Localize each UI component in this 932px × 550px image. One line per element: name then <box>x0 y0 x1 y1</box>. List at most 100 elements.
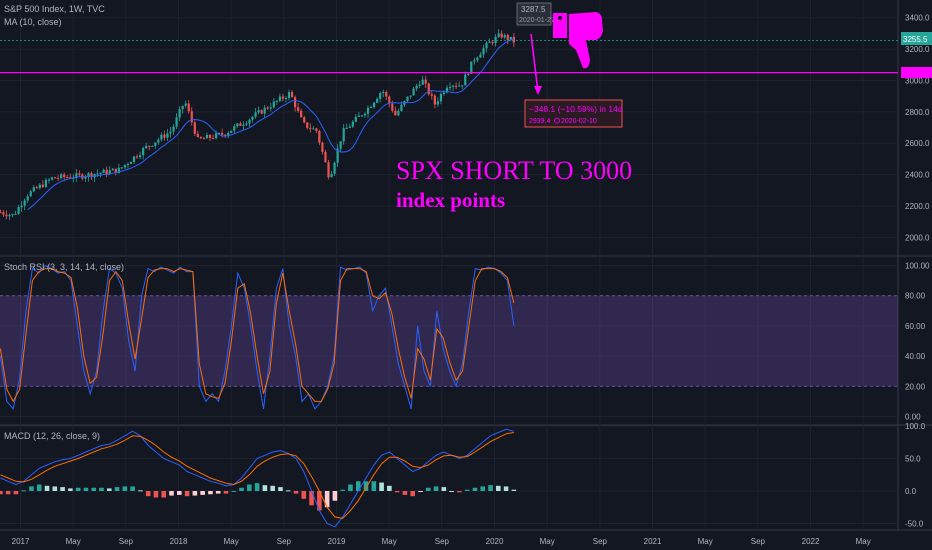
candle-body <box>455 85 458 87</box>
change-label: −348.1 (−10.59%) in 14d <box>529 104 623 114</box>
candle-body <box>458 85 461 87</box>
candle-body <box>196 133 199 137</box>
candle-body <box>114 168 117 173</box>
candle-body <box>442 92 446 94</box>
end-price-label: 2939.4 <box>529 118 551 125</box>
macd-y-tick: 50.0 <box>905 455 921 464</box>
candle-body <box>348 126 351 128</box>
macd-histogram-bar <box>348 484 353 491</box>
rsi-k-line <box>0 264 515 410</box>
candle-body <box>318 130 321 143</box>
x-tick-label: May <box>698 537 713 546</box>
candle-body <box>60 174 63 178</box>
candle-body <box>406 96 409 102</box>
candle-body <box>251 116 254 120</box>
x-tick-label: May <box>540 537 555 546</box>
macd-histogram-bar <box>355 481 361 491</box>
rsi-y-tick: 40.00 <box>905 352 926 361</box>
candle-body <box>506 35 509 40</box>
macd-histogram-bar <box>169 491 174 496</box>
macd-histogram-bar <box>449 491 454 492</box>
candle-body <box>284 97 288 99</box>
candle-body <box>47 179 51 181</box>
candle-body <box>184 103 187 106</box>
macd-histogram-bar <box>340 489 345 491</box>
macd-histogram-bar <box>332 491 338 501</box>
candle-body <box>479 54 482 58</box>
macd-histogram-bar <box>363 481 369 491</box>
macd-histogram-bar <box>0 491 3 495</box>
candle-body <box>123 164 127 168</box>
x-tick-label: May <box>66 537 81 546</box>
candle-body <box>470 61 473 74</box>
stoch-rsi-legend[interactable]: Stoch RSI (3, 3, 14, 14, close) <box>4 262 125 272</box>
macd-histogram-bar <box>425 487 431 491</box>
macd-histogram-bar <box>36 484 42 491</box>
macd-histogram-bar <box>488 485 493 491</box>
candle-body <box>293 97 297 108</box>
candle-body <box>0 212 2 214</box>
macd-legend[interactable]: MACD (12, 26, close, 9) <box>4 431 101 441</box>
macd-histogram-bar <box>433 486 439 491</box>
candle-body <box>96 173 99 175</box>
candle-body <box>29 191 32 197</box>
candle-body <box>448 86 452 88</box>
price-y-tick: 2200.0 <box>905 202 930 211</box>
candle-body <box>38 184 41 189</box>
macd-y-tick: -50.0 <box>905 520 924 529</box>
macd-histogram-bar <box>402 491 408 495</box>
subline-text: index points <box>396 188 505 212</box>
candle-body <box>90 173 93 178</box>
x-tick-label: May <box>856 537 871 546</box>
candle-body <box>135 156 139 158</box>
ma-line <box>27 38 514 210</box>
candle-body <box>214 133 218 139</box>
ma-legend[interactable]: MA (10, close) <box>4 17 62 27</box>
macd-histogram-bar <box>254 483 260 491</box>
candle-body <box>281 96 285 99</box>
candle-body <box>336 148 339 163</box>
macd-histogram-bar <box>130 486 135 491</box>
candle-body <box>424 79 427 84</box>
price-y-tick: 3200.0 <box>905 45 930 54</box>
candle-body <box>178 109 181 118</box>
candle-body <box>397 110 400 116</box>
candle-body <box>218 132 221 134</box>
candle-body <box>56 177 60 179</box>
candle-body <box>427 83 430 95</box>
y-axis-ticks: 3400.0 3200.0 3000.0 2800.0 2600.0 2400.0 2200… <box>905 14 930 529</box>
candle-body <box>421 79 424 85</box>
candle-body <box>257 110 260 113</box>
candle-body <box>409 95 412 97</box>
symbol-legend[interactable]: S&P 500 Index, 1W, TVC <box>4 4 105 14</box>
candle-body <box>324 151 327 163</box>
x-tick-label: Sep <box>593 537 608 546</box>
macd-histogram-bar <box>215 491 221 494</box>
candle-body <box>269 107 272 109</box>
macd-histogram-bar <box>239 487 244 491</box>
candle-body <box>379 93 382 99</box>
candle-body <box>151 145 154 147</box>
projection-arrow <box>530 33 539 93</box>
candle-body <box>50 177 54 180</box>
candle-body <box>290 92 294 98</box>
x-tick-label: 2020 <box>486 537 504 546</box>
macd-histogram-bar <box>247 484 252 491</box>
candle-body <box>306 122 309 128</box>
macd-histogram-bar <box>106 488 112 491</box>
macd-histogram-bar <box>223 491 229 494</box>
clock-icon <box>554 117 560 124</box>
candle-body <box>221 132 224 135</box>
start-price-label: 3287.5 <box>521 5 546 14</box>
candle-body <box>372 102 376 108</box>
rsi-y-tick: 100.00 <box>905 262 930 271</box>
candle-body <box>87 173 90 177</box>
candle-body <box>312 128 315 130</box>
candle-body <box>14 213 17 215</box>
candle-body <box>400 104 403 111</box>
candle-body <box>69 177 72 179</box>
x-tick-label: 2022 <box>802 537 820 546</box>
candle-body <box>142 148 145 156</box>
candle-body <box>354 116 357 122</box>
